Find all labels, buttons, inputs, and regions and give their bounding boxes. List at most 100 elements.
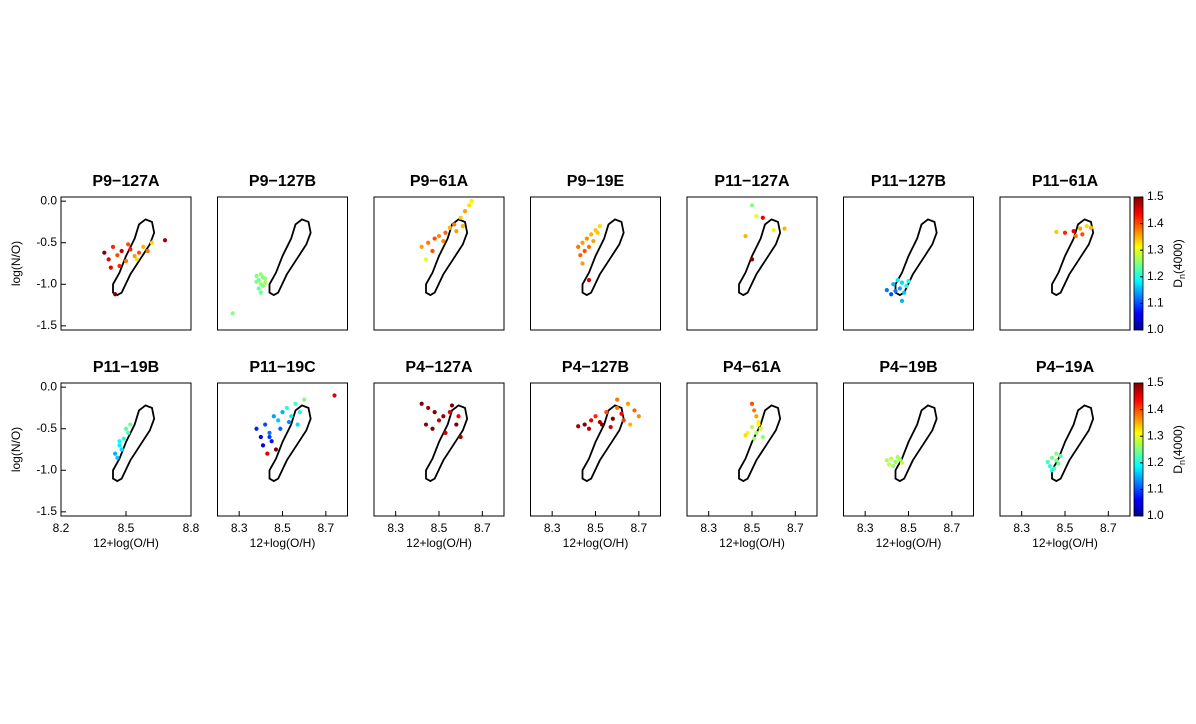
data-point <box>886 462 892 467</box>
data-point <box>284 405 289 411</box>
plot-frame <box>373 196 505 331</box>
data-point <box>269 439 274 444</box>
panel-title: P11−127A <box>714 173 790 190</box>
panel-title: P4−127A <box>405 359 473 376</box>
data-point <box>582 422 587 427</box>
colorbar-label-main: D <box>1171 279 1185 288</box>
panel-title: P9−19E <box>567 173 625 190</box>
data-point <box>889 456 894 461</box>
data-point <box>636 414 641 419</box>
x-tick-label: 8.7 <box>943 521 960 535</box>
data-point <box>895 278 900 283</box>
data-point <box>895 454 900 460</box>
plot-frame <box>843 196 974 331</box>
plot-frame <box>530 382 661 517</box>
data-point <box>102 250 107 255</box>
panel-title: P11−19C <box>249 359 316 376</box>
contour <box>425 218 469 297</box>
data-point <box>117 443 122 448</box>
data-point <box>576 424 581 429</box>
data-point <box>1071 228 1076 234</box>
data-point <box>1054 229 1059 235</box>
plot-frame <box>60 382 192 517</box>
data-point <box>749 424 755 430</box>
data-point <box>782 226 787 231</box>
data-point <box>443 230 448 235</box>
plot-frame <box>373 382 505 517</box>
data-point <box>754 414 759 419</box>
data-point <box>302 397 307 402</box>
data-point <box>273 447 279 452</box>
contour <box>1051 404 1095 483</box>
data-point <box>271 414 276 419</box>
colorbar-tick-label: 1.5 <box>1147 375 1164 389</box>
x-tick-label: 8.3 <box>700 521 717 535</box>
x-tick-label: 8.3 <box>544 521 561 535</box>
colorbar-label-suffix: (4000) <box>1171 239 1185 274</box>
data-point <box>423 257 429 262</box>
data-point <box>441 238 446 244</box>
plot-frame <box>217 382 348 517</box>
data-point <box>458 434 463 440</box>
colorbar-tick-label: 1.2 <box>1147 269 1164 283</box>
x-tick-label: 8.3 <box>1013 521 1030 535</box>
data-point <box>106 257 111 262</box>
data-point <box>258 272 263 277</box>
colorbar-tick-label: 1.1 <box>1147 296 1164 310</box>
data-point <box>289 414 294 419</box>
data-point <box>462 209 468 214</box>
contour <box>738 218 782 297</box>
data-point <box>260 283 266 289</box>
plot-frame <box>60 196 192 331</box>
data-point <box>423 422 429 427</box>
data-point <box>447 409 452 415</box>
x-axis-label: 12+log(O/H) <box>1032 536 1098 550</box>
plot-frame <box>530 196 661 331</box>
contour <box>738 404 782 483</box>
data-point <box>230 311 235 316</box>
data-point <box>891 282 896 287</box>
data-point <box>597 223 602 229</box>
data-point <box>1047 464 1052 469</box>
colorbar-label-sub: n <box>1177 460 1187 465</box>
data-point <box>454 422 459 427</box>
data-point <box>595 230 600 235</box>
data-point <box>332 393 337 398</box>
data-point <box>906 278 911 284</box>
data-point <box>760 215 765 220</box>
data-point <box>452 222 457 227</box>
data-point <box>899 460 905 465</box>
contour <box>581 218 625 297</box>
data-point <box>123 258 129 264</box>
data-point <box>443 430 448 435</box>
data-point <box>469 199 474 204</box>
y-tick-label: -1.5 <box>36 504 57 518</box>
data-point <box>297 409 302 415</box>
x-tick-label: 8.5 <box>274 521 291 535</box>
data-point <box>141 244 146 249</box>
data-point <box>608 424 613 430</box>
x-tick-label: 8.5 <box>118 521 135 535</box>
y-axis-label: log(N/O) <box>9 427 23 472</box>
x-tick-label: 8.5 <box>431 521 448 535</box>
data-point <box>258 434 263 440</box>
contour <box>1051 218 1095 297</box>
data-point <box>441 414 446 419</box>
data-point <box>604 409 609 415</box>
data-point <box>582 248 587 254</box>
data-point <box>593 414 598 419</box>
data-point <box>467 203 472 208</box>
data-point <box>610 416 615 421</box>
data-point <box>1054 458 1059 463</box>
data-point <box>752 436 757 441</box>
y-tick-label: -1.5 <box>36 318 57 332</box>
plot-frame <box>999 196 1131 331</box>
data-point <box>254 279 259 284</box>
data-point <box>893 288 898 294</box>
colorbar-tick-label: 1.3 <box>1147 428 1164 442</box>
panel-title: P11−61A <box>1032 173 1099 190</box>
data-point <box>115 253 120 258</box>
data-point <box>749 203 755 208</box>
data-point <box>454 228 459 234</box>
data-point <box>126 430 131 435</box>
